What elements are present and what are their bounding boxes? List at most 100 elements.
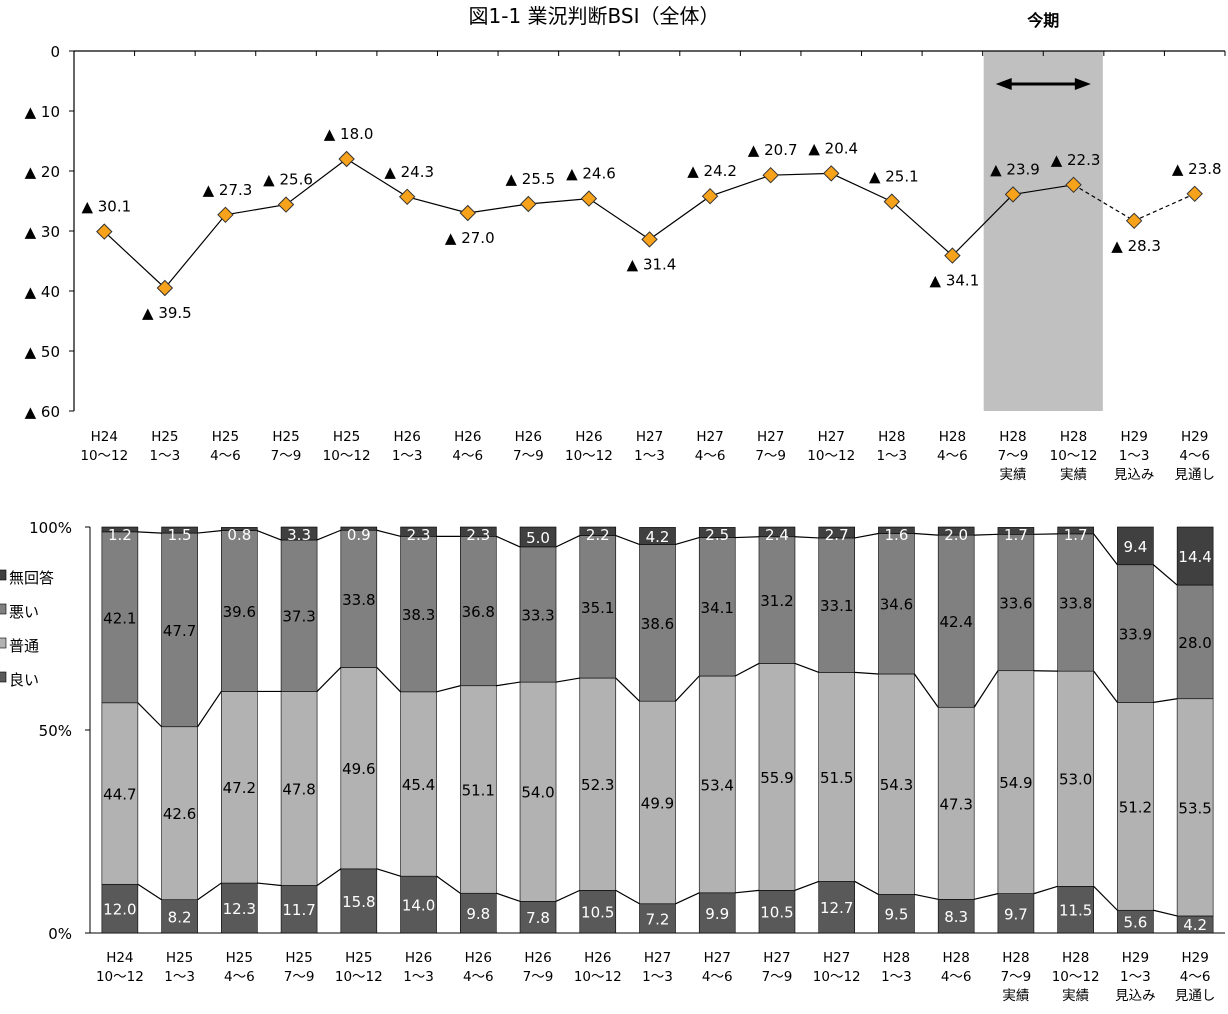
series-connector-line bbox=[735, 889, 760, 894]
series-connector-line bbox=[913, 673, 939, 708]
data-label: ▲ 27.0 bbox=[445, 229, 495, 247]
bar-segment-無回答 bbox=[818, 526, 856, 539]
bar-value-label: 39.6 bbox=[223, 603, 256, 621]
x-tick-label: 4～6 bbox=[463, 969, 494, 985]
bar-value-label: 31.2 bbox=[760, 592, 793, 610]
y-tick-label: ▲ 60 bbox=[25, 403, 60, 421]
legend-label: 良い bbox=[9, 671, 39, 689]
x-tick-label: 4～6 bbox=[210, 448, 241, 464]
series-connector-line bbox=[854, 671, 879, 675]
bar-segment-悪い bbox=[101, 531, 139, 704]
bar-value-label: 12.0 bbox=[103, 901, 136, 919]
bar-value-label: 28.0 bbox=[1178, 634, 1211, 652]
x-tick-label: H27 bbox=[823, 950, 850, 966]
data-point-marker bbox=[520, 195, 537, 213]
bar-value-label: 1.2 bbox=[108, 526, 132, 544]
series-connector-line bbox=[376, 667, 401, 693]
bar-value-label: 51.2 bbox=[1119, 798, 1152, 816]
data-point-marker bbox=[580, 190, 598, 207]
bar-segment-無回答 bbox=[101, 526, 139, 533]
series-connector-line bbox=[794, 536, 819, 539]
series-connector-line bbox=[675, 675, 700, 702]
bar-segment-悪い bbox=[280, 539, 318, 692]
series-connector-line bbox=[794, 880, 819, 891]
data-label: ▲ 28.3 bbox=[1111, 237, 1161, 255]
y-tick-label: ▲ 30 bbox=[25, 223, 60, 241]
data-point-marker bbox=[701, 187, 719, 205]
x-tick-label: H27 bbox=[818, 429, 845, 445]
x-tick-label: 7～9 bbox=[523, 969, 554, 985]
period-arrow-right-head bbox=[1074, 78, 1091, 90]
data-point-marker bbox=[217, 206, 234, 224]
x-tick-label: H25 bbox=[212, 429, 239, 445]
x-tick-label: 10～12 bbox=[80, 448, 128, 464]
bar-value-label: 2.3 bbox=[407, 526, 431, 544]
bar-value-label: 53.5 bbox=[1178, 799, 1211, 817]
x-tick-label: 10～12 bbox=[335, 969, 383, 985]
bar-segment-無回答 bbox=[1176, 526, 1214, 586]
x-tick-label: H28 bbox=[1002, 950, 1029, 966]
x-tick-label: H25 bbox=[333, 429, 360, 445]
data-point-marker bbox=[398, 188, 416, 206]
bar-segment-良い bbox=[758, 890, 796, 934]
x-tick-label: H27 bbox=[757, 429, 784, 445]
x-tick-label: 10～12 bbox=[96, 969, 144, 985]
data-label: ▲ 25.1 bbox=[869, 168, 919, 186]
bar-segment-普通 bbox=[818, 672, 856, 882]
series-connector-line bbox=[914, 532, 939, 536]
x-tick-label: H26 bbox=[524, 950, 551, 966]
bar-value-label: 10.5 bbox=[760, 904, 793, 922]
x-tick-label: H29 bbox=[1181, 950, 1208, 966]
x-tick-label: 1～3 bbox=[876, 448, 907, 464]
series-connector-line bbox=[376, 529, 401, 537]
bar-value-label: 8.2 bbox=[168, 908, 192, 926]
data-label: ▲ 24.6 bbox=[566, 165, 616, 183]
bar-value-label: 33.9 bbox=[1119, 626, 1152, 644]
current-period-band bbox=[983, 51, 1103, 411]
bar-segment-無回答 bbox=[459, 526, 497, 537]
chart-title: 図1-1 業況判断BSI（全体） bbox=[469, 4, 720, 28]
series-connector-line bbox=[615, 889, 640, 905]
data-point-marker bbox=[641, 231, 658, 248]
y-tick-label: ▲ 10 bbox=[25, 103, 60, 121]
legend-swatch bbox=[0, 637, 7, 649]
bar-value-label: 0.8 bbox=[227, 526, 251, 544]
series-connector-line bbox=[316, 667, 342, 692]
data-label: ▲ 20.4 bbox=[808, 139, 858, 157]
data-point-marker bbox=[96, 223, 113, 240]
bar-value-label: 55.9 bbox=[760, 769, 793, 787]
bar-segment-普通 bbox=[698, 675, 736, 894]
bar-segment-良い bbox=[101, 883, 139, 934]
x-tick-label: H25 bbox=[166, 950, 193, 966]
x-tick-label: 7～9 bbox=[284, 969, 315, 985]
bar-value-label: 37.3 bbox=[282, 608, 315, 626]
series-connector-line bbox=[1153, 698, 1178, 703]
y-tick-label: ▲ 50 bbox=[25, 343, 60, 361]
data-point-marker bbox=[823, 165, 840, 182]
bar-value-label: 7.2 bbox=[646, 910, 670, 928]
bar-segment-普通 bbox=[579, 677, 617, 891]
bar-value-label: 54.3 bbox=[880, 776, 913, 794]
bar-value-label: 49.6 bbox=[342, 760, 375, 778]
series-connector-line bbox=[137, 883, 162, 901]
x-tick-label: H28 bbox=[883, 950, 910, 966]
bar-segment-悪い bbox=[997, 534, 1035, 672]
bar-value-label: 2.4 bbox=[765, 526, 789, 544]
x-tick-label: 4～6 bbox=[702, 969, 733, 985]
bar-value-label: 38.6 bbox=[641, 615, 674, 633]
bar-segment-悪い bbox=[1057, 533, 1094, 672]
series-connector-line bbox=[1153, 564, 1178, 586]
bar-value-label: 2.2 bbox=[586, 526, 610, 544]
bar-segment-無回答 bbox=[519, 526, 557, 548]
bar-value-label: 54.9 bbox=[999, 774, 1032, 792]
series-connector-line bbox=[137, 702, 163, 728]
series-connector-line bbox=[496, 535, 521, 548]
bar-value-label: 2.7 bbox=[825, 526, 849, 544]
bar-value-label: 42.4 bbox=[939, 613, 972, 631]
x-tick-label: H26 bbox=[465, 950, 492, 966]
legend-swatch bbox=[0, 603, 7, 615]
x-tick-label: H27 bbox=[644, 950, 671, 966]
series-connector-line bbox=[496, 681, 521, 687]
bar-segment-悪い bbox=[221, 530, 258, 692]
